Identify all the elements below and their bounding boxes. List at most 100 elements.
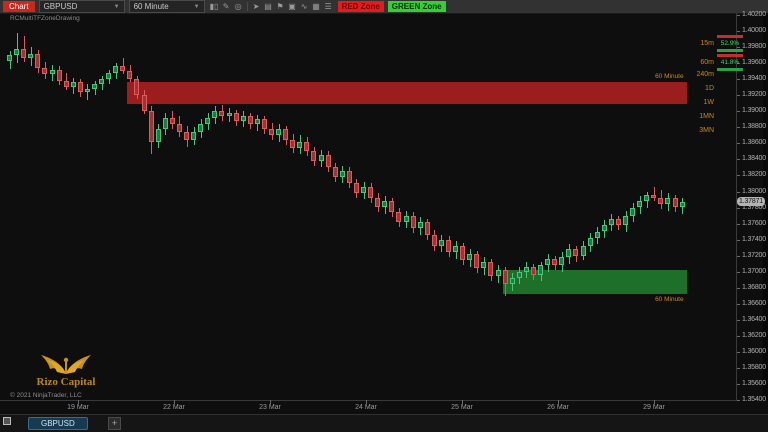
- candle: [77, 82, 83, 92]
- date-tick: [654, 400, 655, 404]
- green-zone-button[interactable]: GREEN Zone: [387, 1, 446, 12]
- candle: [679, 201, 685, 208]
- candle: [113, 66, 119, 73]
- price-tick-label: 1.39000: [742, 107, 766, 115]
- price-tick-label: 1.40000: [742, 27, 766, 34]
- interval-selector[interactable]: 60 Minute ▼: [128, 0, 205, 13]
- grid-icon[interactable]: ▦: [312, 2, 320, 11]
- instrument-selector[interactable]: GBPUSD ▼: [38, 0, 125, 13]
- candle: [523, 266, 529, 272]
- price-tick: [737, 15, 740, 16]
- candle: [368, 186, 374, 198]
- trendline-icon[interactable]: ∿: [300, 2, 308, 11]
- price-tick: [737, 31, 740, 32]
- candle: [99, 79, 104, 84]
- candle: [205, 117, 211, 125]
- candle: [651, 194, 657, 198]
- candle: [665, 197, 671, 205]
- interval-value: 60 Minute: [133, 2, 169, 11]
- price-tick: [737, 319, 740, 321]
- indicator-label: RCMultiTFZoneDrawing: [10, 15, 80, 22]
- price-tick-label: 1.37000: [742, 267, 766, 275]
- green-zone-label: 60 Minute: [655, 296, 684, 304]
- candle: [410, 215, 416, 229]
- regions-icon[interactable]: ▤: [264, 2, 272, 11]
- candle: [325, 154, 331, 168]
- date-tick-label: 19 Mar: [67, 404, 89, 411]
- candle: [42, 67, 48, 75]
- price-tick: [737, 255, 740, 257]
- pencil-draw-icon[interactable]: ✎: [222, 2, 230, 11]
- date-tick-label: 25 Mar: [451, 404, 473, 411]
- price-tick-label: 1.38000: [742, 187, 766, 195]
- candle: [552, 258, 558, 266]
- candle: [162, 117, 168, 129]
- gauge-red-bar: [717, 35, 743, 38]
- candle-wick: [16, 32, 18, 64]
- candle: [92, 84, 97, 89]
- add-tab-button[interactable]: +: [108, 417, 121, 430]
- candle: [226, 112, 232, 117]
- rizo-capital-logo: [41, 355, 91, 374]
- price-tick-label: 1.40200: [742, 11, 766, 18]
- candle: [615, 218, 621, 226]
- timeframe-label-240m: 240m: [696, 71, 714, 78]
- candle: [70, 82, 76, 88]
- candle: [247, 116, 253, 125]
- price-tick-label: 1.37600: [742, 219, 766, 227]
- price-tick-label: 1.38200: [742, 171, 766, 179]
- price-tick-label: 1.36400: [742, 315, 766, 323]
- candle: [474, 254, 480, 269]
- red-zone-button[interactable]: RED Zone: [337, 1, 384, 12]
- candle: [191, 132, 197, 141]
- date-tick: [366, 400, 367, 404]
- price-tick: [737, 207, 740, 209]
- candle: [304, 141, 310, 152]
- price-tick-label: 1.36600: [742, 299, 766, 307]
- date-tick-label: 23 Mar: [259, 404, 281, 411]
- candle: [120, 66, 126, 72]
- tabs-home-icon[interactable]: [3, 417, 11, 425]
- price-tick: [737, 127, 740, 129]
- candle: [134, 79, 140, 96]
- candle: [212, 111, 218, 118]
- price-axis[interactable]: 1.40200 1.40000 1.39800 1.39600 1.39400 1.392…: [737, 11, 768, 403]
- toolbar-icons: ▮▯ ✎ ◎ ➤ ▤ ⚑ ▣ ∿ ▦ ☰: [209, 1, 334, 12]
- price-tick: [737, 351, 740, 353]
- candle: [446, 239, 451, 253]
- flag-icon[interactable]: ⚑: [276, 2, 284, 11]
- chart-window-tab[interactable]: Chart: [3, 1, 35, 12]
- price-tick-label: 1.35400: [742, 396, 766, 403]
- candle: [587, 238, 593, 246]
- chart-style-icon[interactable]: ▮▯: [209, 2, 219, 11]
- snapshot-icon[interactable]: ▣: [288, 2, 296, 11]
- candle: [601, 225, 607, 232]
- candle: [311, 151, 317, 161]
- candle-wick: [653, 186, 655, 201]
- candle: [637, 201, 643, 208]
- candle: [403, 215, 409, 222]
- date-tick: [558, 400, 559, 404]
- zoom-icon[interactable]: ◎: [234, 2, 242, 11]
- time-axis[interactable]: 19 Mar 22 Mar 23 Mar 24 Mar 25 Mar 26 Mar 29 M…: [0, 400, 737, 415]
- cursor-icon[interactable]: ➤: [252, 2, 260, 11]
- candle: [233, 112, 239, 121]
- date-tick: [78, 400, 79, 404]
- candle: [297, 141, 303, 149]
- price-tick: [737, 384, 740, 385]
- price-tick-label: 1.35600: [742, 380, 766, 387]
- candle: [28, 53, 34, 59]
- candle: [396, 212, 402, 222]
- price-tick: [737, 271, 740, 273]
- candle: [389, 201, 395, 213]
- tab-gbpusd[interactable]: GBPUSD: [28, 417, 88, 430]
- candle: [240, 116, 246, 121]
- red-zone[interactable]: [127, 82, 687, 105]
- properties-icon[interactable]: ☰: [324, 2, 332, 11]
- timeframe-label-1d: 1D: [705, 85, 714, 92]
- candle: [7, 55, 12, 62]
- candle: [516, 271, 522, 279]
- copyright-text: © 2021 NinjaTrader, LLC: [10, 392, 82, 399]
- candle: [431, 234, 437, 246]
